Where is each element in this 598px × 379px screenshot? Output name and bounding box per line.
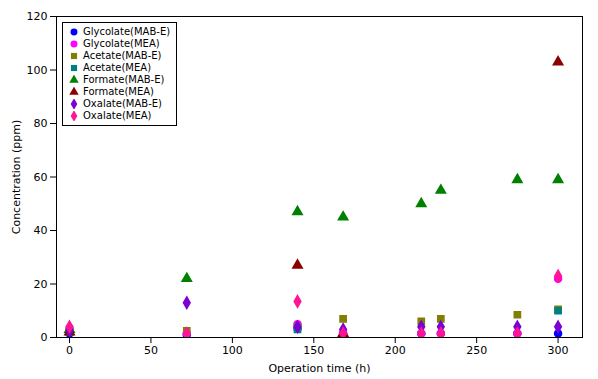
svg-text:20: 20 [34,278,48,291]
html-text:Oxalate(MEA): Oxalate(MEA) [83,110,152,121]
svg-text:40: 40 [34,224,48,237]
svg-text:80: 80 [34,117,48,130]
svg-text:300: 300 [548,344,569,357]
html-text:Formate(MAB-E): Formate(MAB-E) [83,74,165,85]
html-text:Glycolate(MAB-E): Glycolate(MAB-E) [83,26,171,37]
html-text:Formate(MEA): Formate(MEA) [83,86,154,97]
html-text:Acetate(MEA): Acetate(MEA) [83,62,151,73]
svg-text:150: 150 [303,344,324,357]
svg-text:200: 200 [385,344,406,357]
html-text:Acetate(MAB-E): Acetate(MAB-E) [83,50,162,61]
svg-text:100: 100 [222,344,243,357]
svg-text:100: 100 [27,64,48,77]
svg-text:Operation time (h): Operation time (h) [268,362,370,375]
svg-text:250: 250 [466,344,487,357]
svg-text:0: 0 [41,331,48,344]
svg-text:Concentration (ppm): Concentration (ppm) [10,120,23,235]
svg-text:0: 0 [66,344,73,357]
svg-text:60: 60 [34,171,48,184]
html-text:Oxalate(MAB-E): Oxalate(MAB-E) [83,98,162,109]
html-text:Glycolate(MEA): Glycolate(MEA) [83,38,160,49]
svg-text:120: 120 [27,10,48,23]
svg-text:50: 50 [144,344,158,357]
